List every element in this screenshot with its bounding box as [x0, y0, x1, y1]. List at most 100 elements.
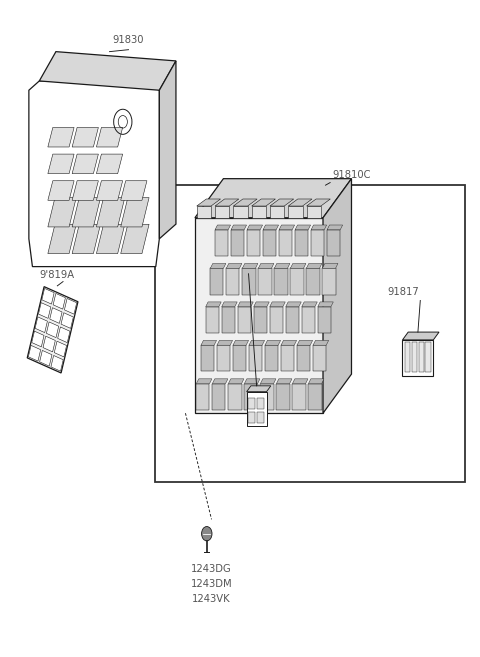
Polygon shape — [227, 268, 240, 294]
Polygon shape — [254, 302, 269, 307]
Polygon shape — [252, 199, 276, 206]
Text: 91817: 91817 — [388, 287, 420, 297]
Polygon shape — [309, 384, 322, 410]
Polygon shape — [318, 302, 333, 307]
Polygon shape — [242, 263, 258, 268]
Text: 9'819A: 9'819A — [40, 269, 75, 280]
Polygon shape — [313, 340, 329, 345]
Polygon shape — [96, 224, 125, 254]
Bar — [419, 342, 424, 373]
Polygon shape — [292, 379, 308, 384]
Polygon shape — [72, 127, 98, 147]
Polygon shape — [249, 345, 262, 371]
Polygon shape — [318, 307, 331, 333]
Polygon shape — [215, 206, 229, 217]
Polygon shape — [270, 302, 285, 307]
Polygon shape — [323, 268, 336, 294]
Polygon shape — [270, 307, 283, 333]
Polygon shape — [50, 307, 62, 323]
Polygon shape — [201, 345, 214, 371]
Polygon shape — [72, 224, 100, 254]
Polygon shape — [215, 225, 230, 230]
Polygon shape — [210, 268, 224, 294]
Polygon shape — [28, 346, 41, 361]
Polygon shape — [42, 288, 54, 304]
Polygon shape — [286, 302, 301, 307]
Polygon shape — [276, 384, 289, 410]
Polygon shape — [233, 206, 248, 217]
Polygon shape — [275, 268, 288, 294]
Polygon shape — [53, 294, 65, 309]
Polygon shape — [120, 224, 149, 254]
Polygon shape — [29, 81, 159, 267]
Polygon shape — [242, 268, 255, 294]
Polygon shape — [327, 225, 343, 230]
Polygon shape — [295, 230, 308, 256]
Polygon shape — [27, 286, 78, 373]
Polygon shape — [195, 179, 351, 217]
Polygon shape — [48, 198, 76, 227]
Polygon shape — [233, 199, 257, 206]
Polygon shape — [275, 263, 290, 268]
Bar — [248, 412, 255, 423]
Text: 91810C: 91810C — [333, 170, 371, 180]
Text: 91835A: 91835A — [228, 261, 266, 271]
Polygon shape — [210, 263, 226, 268]
Polygon shape — [247, 225, 263, 230]
Polygon shape — [261, 384, 274, 410]
Polygon shape — [32, 331, 44, 347]
Polygon shape — [297, 340, 312, 345]
Polygon shape — [247, 386, 271, 392]
Polygon shape — [215, 230, 228, 256]
Polygon shape — [292, 384, 306, 410]
Bar — [248, 398, 255, 409]
Polygon shape — [196, 384, 209, 410]
Polygon shape — [120, 198, 149, 227]
Polygon shape — [307, 206, 321, 217]
Polygon shape — [96, 198, 125, 227]
Polygon shape — [233, 340, 249, 345]
Polygon shape — [270, 206, 284, 217]
Polygon shape — [120, 181, 147, 200]
Polygon shape — [288, 206, 302, 217]
Polygon shape — [231, 225, 247, 230]
Polygon shape — [281, 340, 297, 345]
Polygon shape — [261, 379, 276, 384]
Polygon shape — [212, 384, 226, 410]
Bar — [405, 342, 410, 373]
Polygon shape — [295, 225, 311, 230]
Polygon shape — [54, 341, 67, 357]
Polygon shape — [195, 217, 323, 413]
Polygon shape — [323, 263, 338, 268]
Bar — [257, 412, 264, 423]
Text: 1243DM: 1243DM — [191, 579, 232, 589]
Polygon shape — [252, 206, 266, 217]
Polygon shape — [206, 307, 219, 333]
Text: 1243DG: 1243DG — [191, 564, 232, 574]
Polygon shape — [309, 379, 324, 384]
Polygon shape — [258, 263, 274, 268]
Polygon shape — [311, 225, 326, 230]
Polygon shape — [159, 61, 176, 238]
Polygon shape — [96, 127, 123, 147]
Polygon shape — [247, 230, 260, 256]
Polygon shape — [281, 345, 294, 371]
Polygon shape — [231, 230, 244, 256]
Polygon shape — [35, 317, 48, 332]
Polygon shape — [244, 379, 260, 384]
Polygon shape — [238, 307, 251, 333]
Polygon shape — [311, 230, 324, 256]
Polygon shape — [217, 340, 233, 345]
Polygon shape — [197, 199, 220, 206]
Bar — [412, 342, 417, 373]
Polygon shape — [222, 302, 237, 307]
Polygon shape — [270, 199, 294, 206]
Polygon shape — [233, 345, 246, 371]
Polygon shape — [228, 384, 241, 410]
Polygon shape — [212, 379, 228, 384]
Polygon shape — [197, 206, 211, 217]
Polygon shape — [403, 332, 439, 340]
Polygon shape — [43, 336, 55, 352]
Polygon shape — [290, 268, 303, 294]
Polygon shape — [403, 340, 433, 376]
